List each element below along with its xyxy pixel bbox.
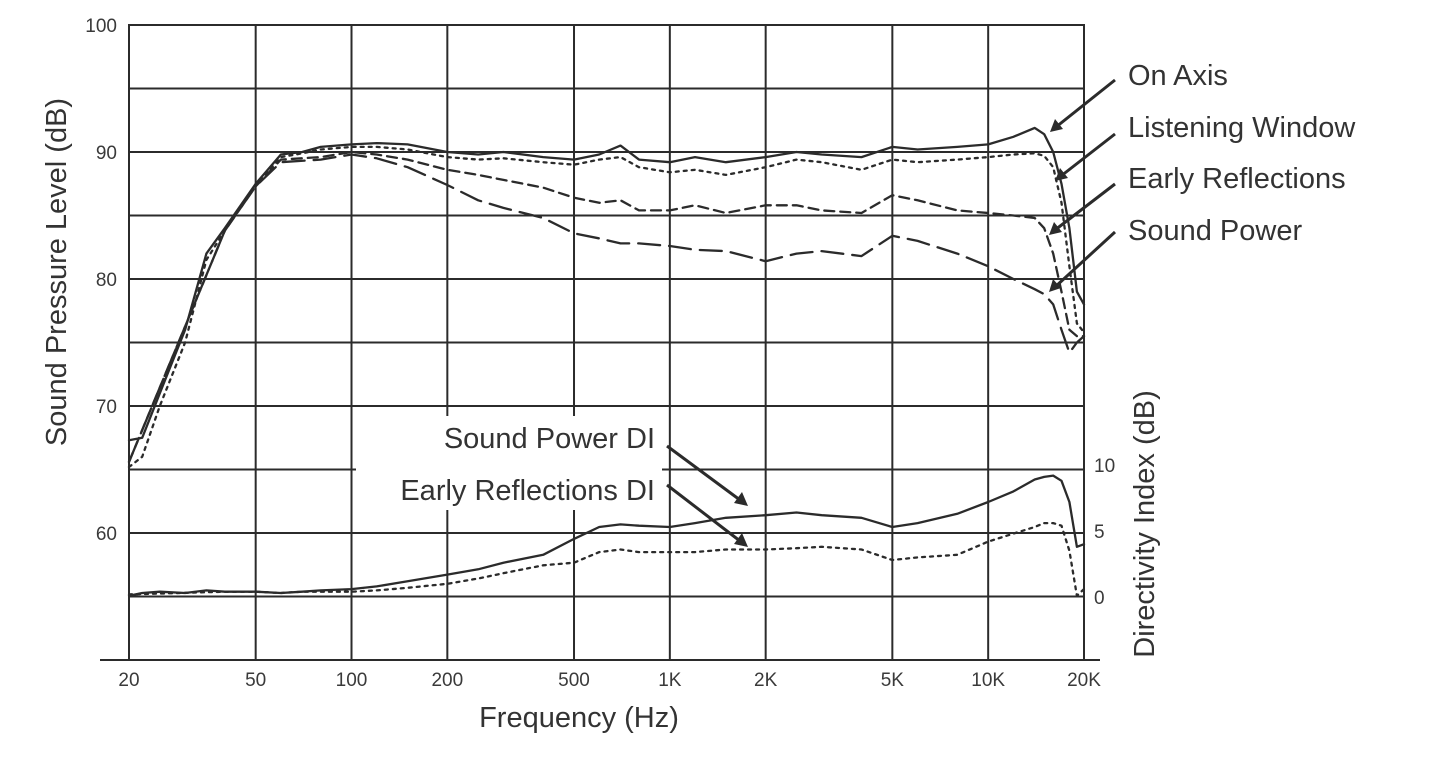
series-layer [127, 126, 1086, 597]
legend-arrow-on-axis [1055, 78, 1116, 129]
x-tick-10k: 10K [971, 670, 1005, 691]
legend-label-on-axis: On Axis [1128, 60, 1228, 92]
annotation-arrow-early-reflections-di [666, 483, 741, 543]
x-tick-labels: 20 50 100 200 500 1K 2K 5K 10K 20K [118, 670, 1101, 691]
grid [128, 25, 1085, 660]
series-line-early-reflections-di [127, 521, 1086, 597]
y2-tick-labels: 10 5 0 [1094, 456, 1115, 609]
legend-arrowhead-on-axis [1050, 119, 1063, 132]
x-tick-20: 20 [118, 670, 139, 691]
y-tick-60: 60 [96, 524, 117, 545]
y-tick-100: 100 [85, 16, 117, 37]
x-tick-200: 200 [431, 670, 463, 691]
x-tick-100: 100 [336, 670, 368, 691]
di-annotations: Sound Power DI Early Reflections DI [356, 416, 748, 547]
legend-arrow-early-reflections [1054, 182, 1116, 232]
series-line-listening-window [127, 145, 1086, 469]
series-line-early-reflections [127, 150, 1086, 464]
y-axis-title: Sound Pressure Level (dB) [41, 98, 73, 446]
legend-arrowhead-early-reflections [1049, 222, 1062, 235]
annotation-arrowhead-sound-power-di [734, 492, 748, 506]
y-tick-90: 90 [96, 143, 117, 164]
y-tick-labels: 100 90 80 70 60 [85, 16, 117, 545]
y2-tick-10: 10 [1094, 456, 1115, 477]
legend-label-sound-power: Sound Power [1128, 215, 1302, 247]
legend-arrowhead-listening-window [1055, 168, 1068, 181]
annotation-arrowhead-early-reflections-di [734, 533, 748, 547]
x-tick-50: 50 [245, 670, 266, 691]
x-axis-title: Frequency (Hz) [479, 702, 679, 734]
series-line-sound-power [127, 153, 1086, 464]
legend-arrowhead-sound-power [1049, 279, 1061, 292]
y2-tick-0: 0 [1094, 588, 1105, 609]
annotation-sound-power-di: Sound Power DI [444, 423, 655, 455]
legend-arrow-sound-power [1053, 230, 1117, 289]
y2-axis-title: Directivity Index (dB) [1129, 390, 1161, 658]
y-tick-80: 80 [96, 270, 117, 291]
x-tick-2k: 2K [754, 670, 778, 691]
annotation-backdrop [356, 416, 662, 510]
y-tick-70: 70 [96, 397, 117, 418]
x-tick-500: 500 [558, 670, 590, 691]
legend-label-early-reflections: Early Reflections [1128, 163, 1346, 195]
legend: On Axis Listening Window Early Reflectio… [1049, 60, 1356, 292]
annotation-arrow-sound-power-di [666, 444, 741, 502]
x-tick-1k: 1K [658, 670, 682, 691]
legend-arrow-listening-window [1060, 132, 1116, 178]
x-tick-5k: 5K [881, 670, 905, 691]
x-tick-20k: 20K [1067, 670, 1101, 691]
y2-tick-5: 5 [1094, 522, 1105, 543]
legend-label-listening-window: Listening Window [1128, 112, 1356, 144]
series-line-on-axis [127, 126, 1086, 442]
annotation-early-reflections-di: Early Reflections DI [400, 475, 655, 507]
